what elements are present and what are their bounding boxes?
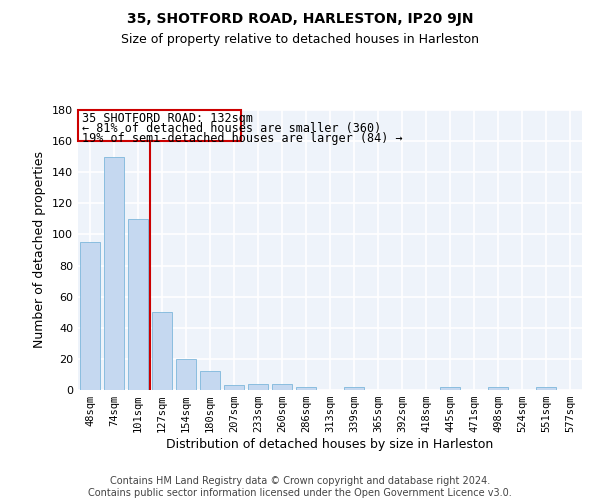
Bar — [200, 372, 220, 390]
Bar — [488, 387, 508, 390]
Y-axis label: Number of detached properties: Number of detached properties — [34, 152, 46, 348]
FancyBboxPatch shape — [78, 110, 241, 141]
Text: Contains HM Land Registry data © Crown copyright and database right 2024.
Contai: Contains HM Land Registry data © Crown c… — [88, 476, 512, 498]
Bar — [296, 387, 316, 390]
Bar — [344, 387, 364, 390]
Text: Size of property relative to detached houses in Harleston: Size of property relative to detached ho… — [121, 32, 479, 46]
Text: 35, SHOTFORD ROAD, HARLESTON, IP20 9JN: 35, SHOTFORD ROAD, HARLESTON, IP20 9JN — [127, 12, 473, 26]
Text: 35 SHOTFORD ROAD: 132sqm: 35 SHOTFORD ROAD: 132sqm — [82, 112, 253, 126]
Bar — [104, 156, 124, 390]
Bar — [152, 312, 172, 390]
Bar — [80, 242, 100, 390]
Text: ← 81% of detached houses are smaller (360): ← 81% of detached houses are smaller (36… — [82, 122, 381, 135]
Bar — [248, 384, 268, 390]
Bar — [440, 387, 460, 390]
X-axis label: Distribution of detached houses by size in Harleston: Distribution of detached houses by size … — [166, 438, 494, 451]
Text: 19% of semi-detached houses are larger (84) →: 19% of semi-detached houses are larger (… — [82, 132, 402, 145]
Bar — [536, 387, 556, 390]
Bar — [272, 384, 292, 390]
Bar — [224, 386, 244, 390]
Bar — [128, 219, 148, 390]
Bar — [176, 359, 196, 390]
